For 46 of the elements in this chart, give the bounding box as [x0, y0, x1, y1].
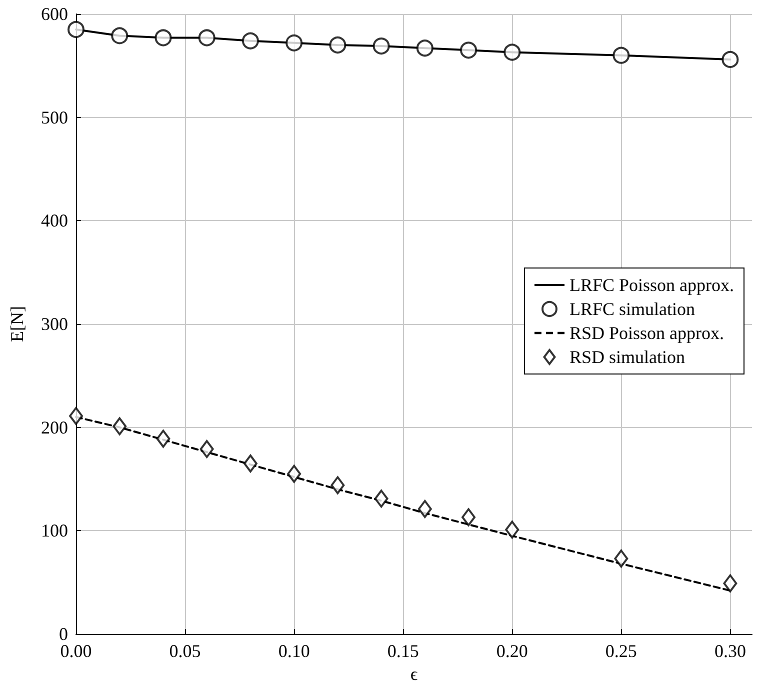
legend-label: LRFC simulation — [569, 299, 696, 319]
x-tick-label: 0.20 — [496, 641, 528, 661]
point — [156, 430, 170, 448]
y-tick-label: 600 — [41, 4, 68, 24]
point — [286, 34, 303, 52]
y-tick-label: 300 — [41, 314, 68, 334]
point — [111, 27, 128, 44]
legend-label: LRFC Poisson approx. — [569, 275, 734, 295]
point — [242, 32, 259, 50]
x-tick-label: 0.10 — [278, 641, 310, 661]
y-tick-label: 100 — [41, 520, 68, 541]
point — [505, 520, 520, 539]
legend-label: RSD Poisson approx. — [569, 323, 724, 343]
point — [416, 40, 434, 57]
point — [330, 476, 345, 494]
point — [612, 46, 630, 64]
legend-label: RSD simulation — [569, 347, 685, 367]
x-axis-title: ϵ — [410, 664, 418, 684]
point — [243, 454, 258, 472]
point — [200, 440, 214, 458]
point — [69, 406, 83, 425]
y-tick-label: 500 — [41, 107, 68, 128]
point — [287, 464, 302, 483]
point — [68, 21, 84, 38]
y-tick-label: 400 — [41, 210, 68, 231]
point — [418, 500, 432, 518]
x-tick-label: 0.00 — [60, 641, 92, 661]
y-tick-label: 200 — [41, 417, 68, 438]
point — [723, 574, 738, 592]
y-tick-label: 0 — [59, 624, 68, 644]
point — [112, 417, 127, 436]
point — [198, 29, 216, 46]
point — [329, 36, 346, 54]
y-axis-title: E[N] — [7, 306, 27, 342]
x-tick-label: 0.30 — [714, 641, 746, 661]
point — [374, 490, 388, 508]
point — [462, 508, 476, 526]
x-tick-label: 0.25 — [605, 641, 637, 661]
point — [154, 29, 172, 46]
point — [372, 38, 390, 55]
point — [504, 44, 521, 61]
point — [614, 550, 628, 568]
point — [460, 42, 478, 59]
x-tick-label: 0.05 — [169, 641, 201, 661]
x-tick-label: 0.15 — [387, 641, 419, 661]
point — [722, 50, 739, 68]
